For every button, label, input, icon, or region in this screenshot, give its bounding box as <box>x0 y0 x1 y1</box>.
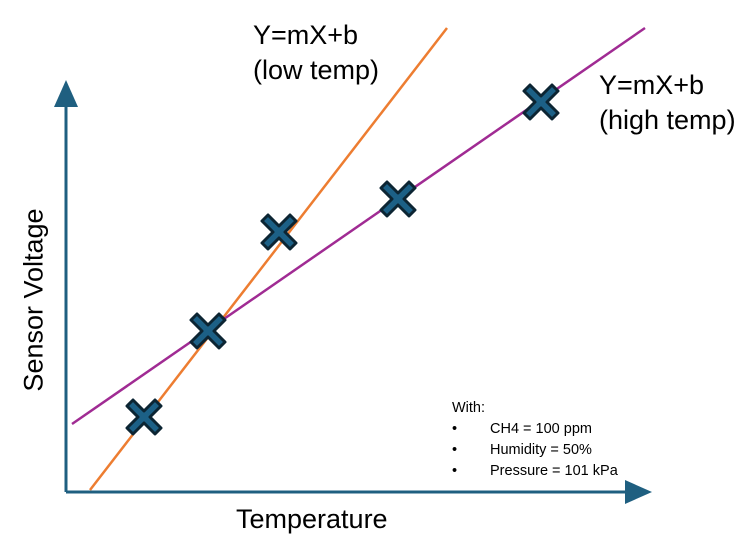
conditions-note: With: • CH4 = 100 ppm • Humidity = 50% • Pr… <box>452 398 618 482</box>
low-temp-equation: Y=mX+b <box>253 20 359 50</box>
condition-item: • Humidity = 50% <box>452 440 618 461</box>
condition-text: CH4 = 100 ppm <box>490 421 592 437</box>
bullet: • <box>452 463 458 479</box>
high-temp-label: Y=mX+b (high temp) <box>599 68 736 138</box>
y-axis-title: Sensor Voltage <box>18 208 49 392</box>
condition-text: Pressure = 101 kPa <box>490 463 618 479</box>
x-axis-title: Temperature <box>236 504 388 534</box>
high-temp-condition: (high temp) <box>599 105 736 135</box>
x-cross-icon <box>379 180 417 218</box>
low-temp-condition: (low temp) <box>253 55 380 85</box>
x-cross-icon <box>125 398 163 436</box>
conditions-heading: With: <box>452 400 486 416</box>
condition-text: Humidity = 50% <box>490 442 592 458</box>
x-cross-icon <box>260 213 298 251</box>
bullet: • <box>452 421 458 437</box>
x-cross-icon <box>522 83 560 121</box>
condition-item: • Pressure = 101 kPa <box>452 461 618 482</box>
condition-item: • CH4 = 100 ppm <box>452 419 618 440</box>
high-temp-equation: Y=mX+b <box>599 70 705 100</box>
bullet: • <box>452 442 458 458</box>
low-temp-label: Y=mX+b (low temp) <box>253 18 379 88</box>
x-cross-icon <box>189 312 227 350</box>
